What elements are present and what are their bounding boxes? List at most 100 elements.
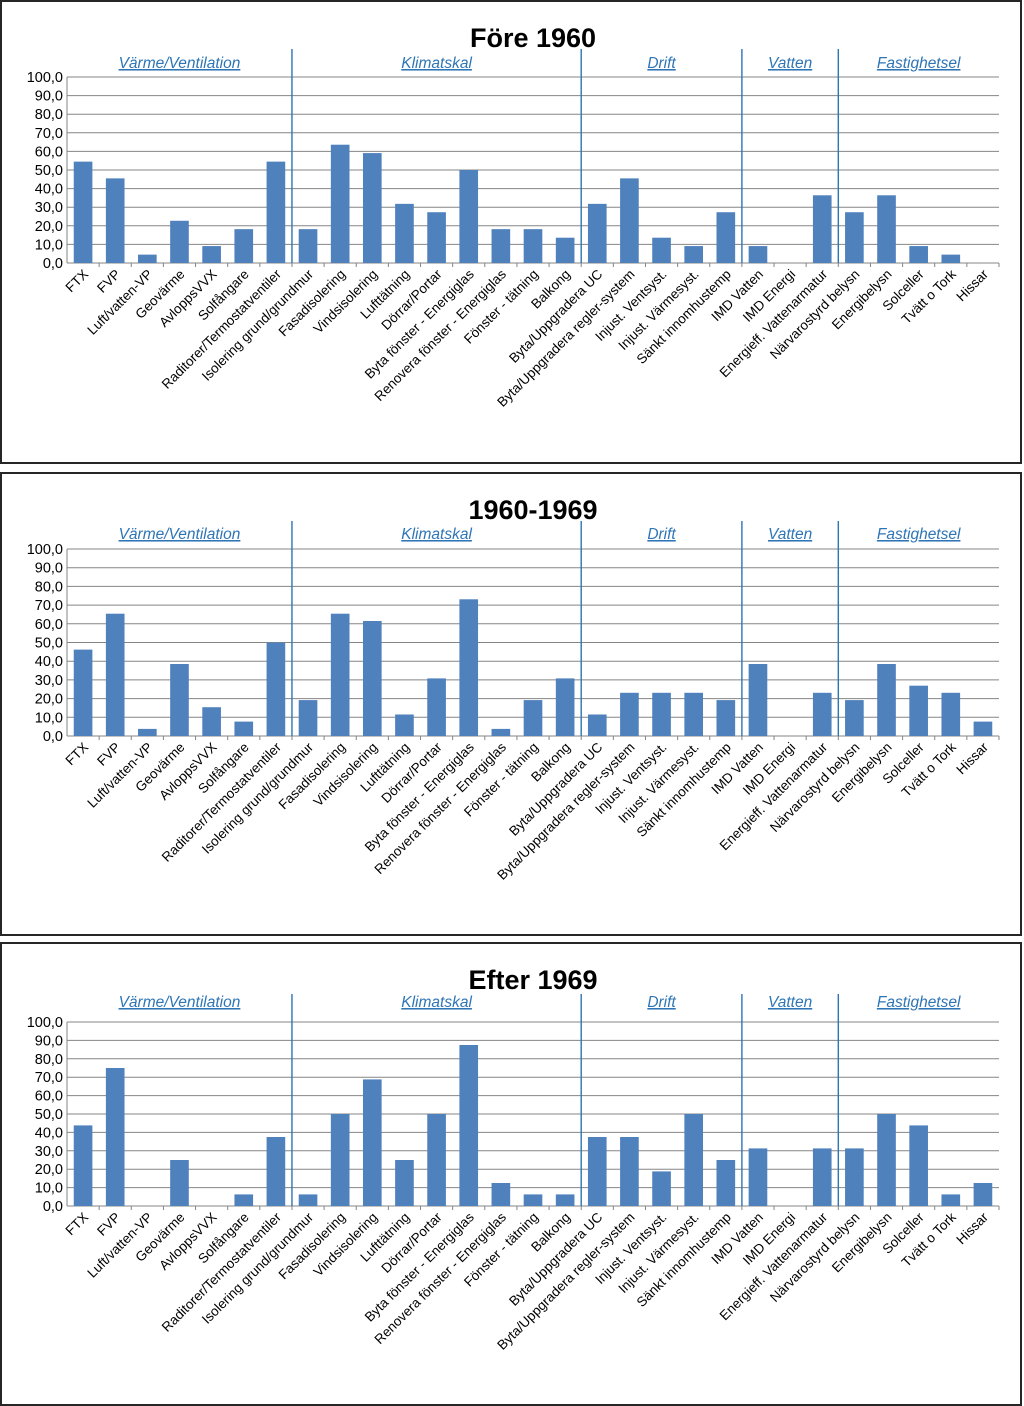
group-label: Drift — [647, 55, 676, 72]
y-tick-label: 30,0 — [35, 1144, 63, 1160]
y-tick-label: 50,0 — [35, 163, 63, 179]
y-tick-label: 50,0 — [35, 636, 63, 652]
bar — [587, 203, 607, 263]
group-label: Fastighetsel — [877, 526, 961, 543]
bar — [716, 1160, 736, 1206]
bar — [909, 685, 928, 736]
bar — [362, 1079, 382, 1206]
y-tick-label: 0,0 — [43, 729, 63, 745]
bar — [459, 170, 479, 263]
y-tick-label: 40,0 — [35, 182, 63, 198]
y-tick-label: 100,0 — [27, 542, 63, 558]
bar — [587, 1137, 607, 1206]
bar-chart: Före 1960 0,0 10,0 20,0 30,0 40,0 50,0 60,0 70,0… — [27, 23, 1000, 410]
bar — [812, 1148, 832, 1206]
group-label: Klimatskal — [401, 55, 472, 72]
bar — [170, 664, 189, 736]
x-tick-label: FTX — [63, 740, 92, 769]
bar — [877, 664, 896, 736]
bar — [620, 178, 639, 263]
bar — [234, 721, 254, 736]
x-tick-label: Hissar — [953, 739, 991, 777]
bar — [395, 714, 414, 736]
bar — [298, 1194, 318, 1206]
y-tick-label: 70,0 — [35, 1070, 63, 1086]
bar — [266, 1137, 286, 1206]
bar — [427, 1114, 446, 1206]
bar — [909, 246, 928, 263]
y-tick-label: 60,0 — [35, 144, 63, 160]
bar — [105, 613, 125, 736]
x-tick-label: Hissar — [953, 266, 991, 304]
chart-title: Efter 1969 — [468, 965, 597, 995]
y-tick-label: 30,0 — [35, 673, 63, 689]
bar — [395, 1160, 414, 1206]
bar — [427, 212, 446, 263]
chart-panel-1960-1969: 1960-1969 0,0 10,0 20,0 30,0 40,0 50,0 60,0 70,0… — [0, 472, 1022, 936]
group-label: Klimatskal — [401, 526, 472, 543]
bar — [973, 721, 993, 736]
bar — [298, 700, 318, 736]
bar — [555, 1194, 575, 1206]
x-tick-label: FTX — [63, 1210, 92, 1239]
bar — [941, 692, 961, 736]
bar — [845, 212, 864, 263]
bar — [362, 153, 382, 263]
bar — [973, 1183, 993, 1206]
bar — [716, 700, 736, 736]
bar — [748, 664, 768, 736]
bar — [427, 678, 446, 736]
bar — [234, 1194, 254, 1206]
bar — [523, 229, 543, 263]
bar — [845, 700, 864, 736]
y-tick-label: 100,0 — [27, 70, 63, 86]
bar — [170, 220, 189, 263]
bar — [555, 237, 575, 263]
y-tick-label: 10,0 — [35, 1181, 63, 1197]
y-tick-label: 20,0 — [35, 692, 63, 708]
bar — [716, 212, 736, 263]
bar — [395, 203, 414, 263]
bar — [523, 1194, 543, 1206]
y-tick-label: 80,0 — [35, 579, 63, 595]
group-label: Vatten — [768, 526, 812, 543]
bar-chart: Efter 1969 0,0 10,0 20,0 30,0 40,0 50,0 60,0 70,… — [27, 965, 1000, 1353]
group-label: Drift — [647, 994, 676, 1011]
group-label: Värme/Ventilation — [119, 526, 241, 543]
bar — [684, 1114, 704, 1206]
y-tick-label: 60,0 — [35, 617, 63, 633]
bar — [877, 195, 896, 263]
bar — [138, 254, 157, 263]
bar — [266, 161, 286, 263]
bar — [491, 728, 511, 736]
bar — [202, 707, 221, 736]
bar — [652, 692, 671, 736]
y-tick-label: 10,0 — [35, 710, 63, 726]
bar — [298, 229, 318, 263]
bar — [73, 649, 93, 736]
bar — [652, 1171, 671, 1206]
bar — [941, 254, 961, 263]
chart-title: 1960-1969 — [468, 495, 597, 525]
bar — [877, 1114, 896, 1206]
group-label: Vatten — [768, 994, 812, 1011]
y-tick-label: 90,0 — [35, 1033, 63, 1049]
y-tick-label: 40,0 — [35, 654, 63, 670]
bar — [266, 642, 286, 736]
bar — [73, 1125, 93, 1206]
group-label: Klimatskal — [401, 994, 472, 1011]
bar — [845, 1148, 864, 1206]
chart-title: Före 1960 — [470, 23, 596, 53]
bar — [620, 1137, 639, 1206]
group-label: Vatten — [768, 55, 812, 72]
y-tick-label: 100,0 — [27, 1015, 63, 1031]
y-tick-label: 20,0 — [35, 1162, 63, 1178]
y-tick-label: 20,0 — [35, 219, 63, 235]
y-tick-label: 0,0 — [43, 1199, 63, 1215]
y-tick-label: 0,0 — [43, 256, 63, 272]
bar — [748, 246, 768, 263]
x-tick-label: Hissar — [953, 1209, 991, 1247]
y-tick-label: 90,0 — [35, 561, 63, 577]
bar-chart: 1960-1969 0,0 10,0 20,0 30,0 40,0 50,0 60,0 70,0… — [27, 495, 1000, 883]
bar — [459, 599, 479, 736]
